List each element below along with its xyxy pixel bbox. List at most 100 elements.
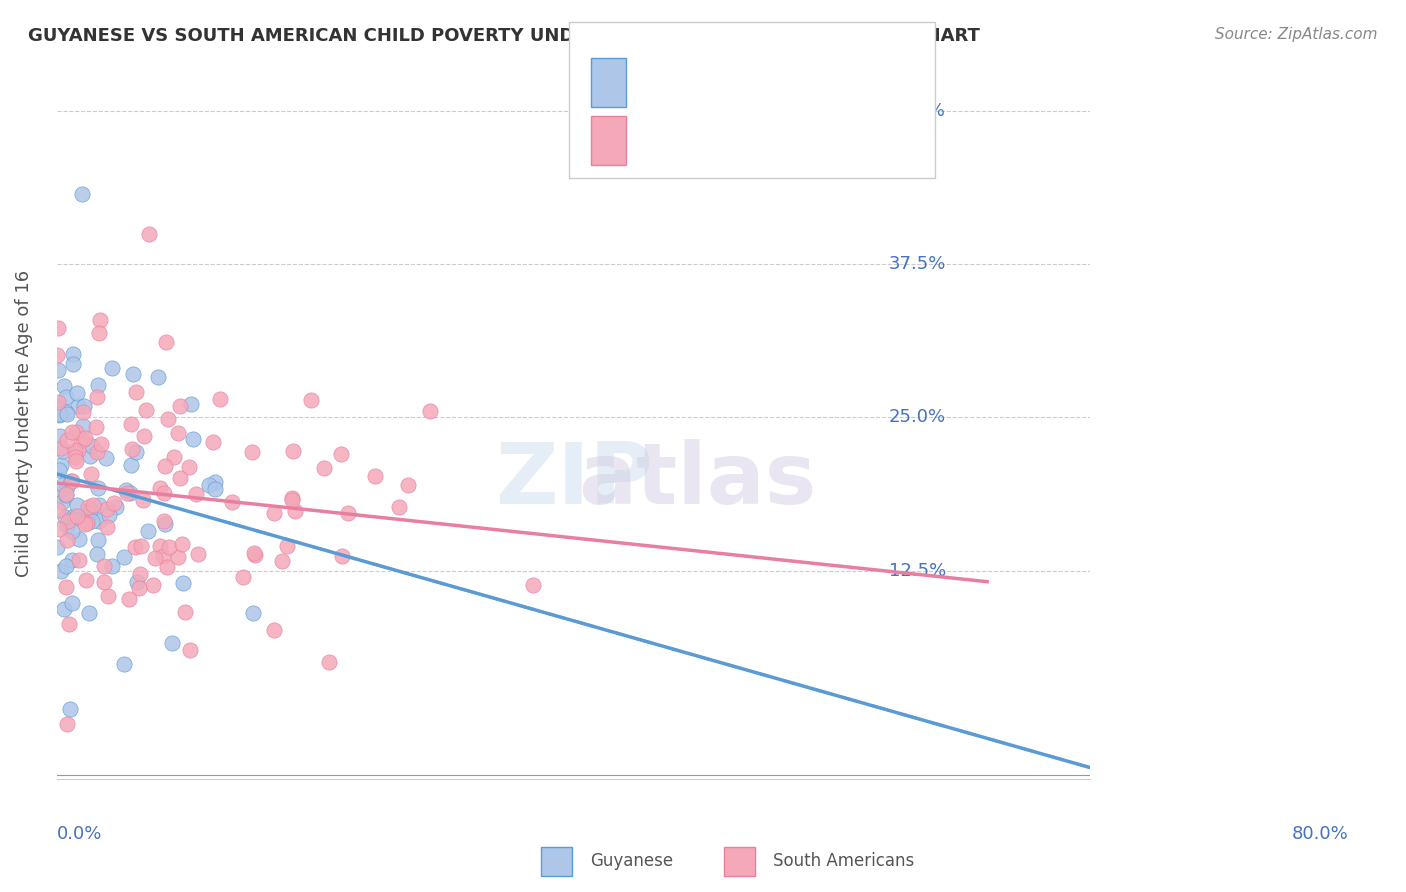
Point xyxy=(82,440,104,454)
Point xyxy=(180,397,202,411)
Point xyxy=(96,520,118,534)
Point xyxy=(60,596,83,610)
Point xyxy=(49,565,72,579)
Point xyxy=(66,508,89,523)
Point xyxy=(46,321,69,335)
Point xyxy=(55,558,77,573)
Point xyxy=(186,486,208,500)
Point xyxy=(63,512,86,526)
Point xyxy=(138,227,160,241)
Point xyxy=(169,400,191,414)
Point xyxy=(93,574,115,589)
Point xyxy=(101,361,124,376)
Point xyxy=(280,493,302,508)
Point xyxy=(242,607,264,621)
Point xyxy=(89,313,111,327)
Point xyxy=(202,434,225,449)
Text: Source: ZipAtlas.com: Source: ZipAtlas.com xyxy=(1215,27,1378,42)
Text: 37.5%: 37.5% xyxy=(889,255,946,274)
Point xyxy=(263,624,285,638)
Point xyxy=(149,481,172,495)
Point xyxy=(97,508,120,522)
Point xyxy=(53,602,76,616)
Text: R =  -0.097   N =   75: R = -0.097 N = 75 xyxy=(637,67,876,85)
Point xyxy=(77,500,100,515)
Point xyxy=(170,537,193,551)
Text: R =   -0.191  N = 105: R = -0.191 N = 105 xyxy=(637,132,865,150)
Point xyxy=(122,367,145,381)
Point xyxy=(67,552,90,566)
Point xyxy=(66,386,89,401)
Point xyxy=(65,454,87,468)
Point xyxy=(46,348,69,362)
Point xyxy=(364,468,387,483)
Point xyxy=(129,567,152,582)
Point xyxy=(70,187,93,202)
Point xyxy=(46,363,69,377)
Point xyxy=(142,578,165,592)
Point xyxy=(127,575,149,590)
Text: 50.0%: 50.0% xyxy=(889,103,946,120)
Point xyxy=(87,533,110,547)
Point xyxy=(51,458,73,472)
Point xyxy=(72,405,94,419)
Point xyxy=(55,488,77,502)
Point xyxy=(59,474,82,488)
Point xyxy=(75,573,97,587)
Point xyxy=(157,411,180,425)
Point xyxy=(51,495,73,509)
Point xyxy=(263,507,285,521)
Point xyxy=(221,495,243,509)
Point xyxy=(55,487,77,501)
Point xyxy=(173,575,195,590)
Text: GUYANESE VS SOUTH AMERICAN CHILD POVERTY UNDER THE AGE OF 16 CORRELATION CHART: GUYANESE VS SOUTH AMERICAN CHILD POVERTY… xyxy=(28,27,980,45)
Point xyxy=(124,540,146,554)
Point xyxy=(72,434,94,448)
Point xyxy=(60,524,83,538)
Point xyxy=(281,491,304,505)
Point xyxy=(63,442,86,457)
Point xyxy=(396,478,419,492)
Point xyxy=(62,346,84,360)
Point xyxy=(58,616,80,631)
Point xyxy=(112,550,135,565)
Point xyxy=(103,496,125,510)
Point xyxy=(55,580,77,594)
Point xyxy=(149,539,172,553)
Point xyxy=(56,480,79,494)
Point xyxy=(522,578,544,592)
Point xyxy=(129,539,152,553)
Point xyxy=(155,335,177,350)
Point xyxy=(153,486,176,500)
Point xyxy=(49,407,72,421)
Point xyxy=(79,467,101,482)
Point xyxy=(55,405,77,419)
Point xyxy=(156,559,179,574)
Point xyxy=(52,443,75,458)
Point xyxy=(46,502,69,516)
Point xyxy=(179,460,201,475)
Point xyxy=(132,429,155,443)
Point xyxy=(120,458,142,473)
Point xyxy=(198,477,221,491)
Point xyxy=(55,717,77,731)
Text: South Americans: South Americans xyxy=(773,852,914,870)
Point xyxy=(115,483,138,497)
Point xyxy=(118,485,141,500)
Point xyxy=(318,655,340,669)
Point xyxy=(55,390,77,404)
Point xyxy=(181,432,204,446)
Point xyxy=(82,498,104,512)
Point xyxy=(55,533,77,547)
Point xyxy=(89,326,111,340)
Point xyxy=(105,500,128,515)
Point xyxy=(62,357,84,371)
Point xyxy=(121,442,143,457)
Point xyxy=(112,657,135,672)
Point xyxy=(152,549,174,564)
Point xyxy=(59,702,82,716)
Point xyxy=(232,570,254,584)
Point xyxy=(283,443,305,458)
Point xyxy=(153,516,176,531)
Point xyxy=(204,483,226,497)
